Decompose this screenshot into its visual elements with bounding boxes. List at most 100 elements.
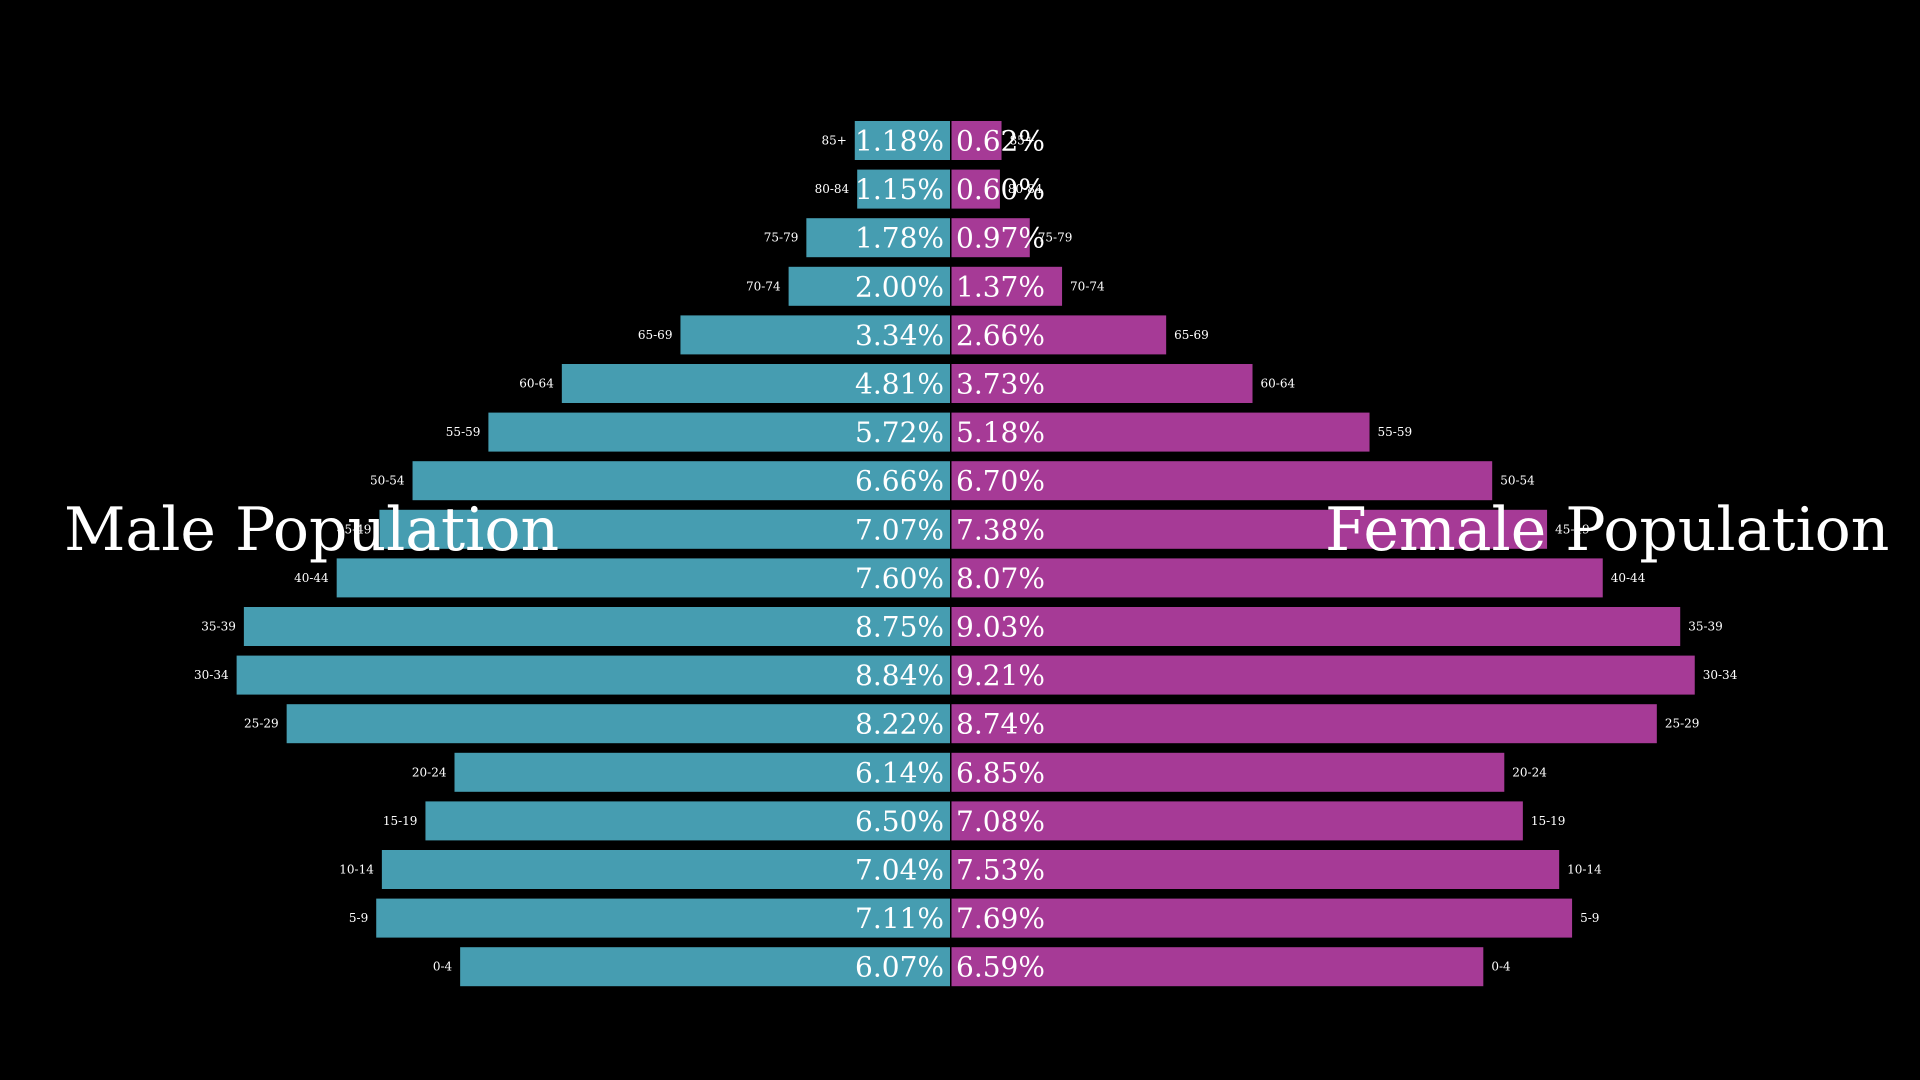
- female-age-label: 0-4: [1491, 960, 1511, 974]
- male-age-label: 15-19: [383, 814, 418, 828]
- male-value-label: 8.75%: [855, 611, 944, 644]
- male-bar-85plus: [854, 121, 950, 160]
- female-bar-65-69: [951, 315, 1167, 355]
- male-bar-50-54: [412, 461, 951, 501]
- female-value-label: 8.74%: [956, 708, 1045, 741]
- female-bar-55-59: [951, 412, 1370, 452]
- male-value-label: 7.04%: [855, 854, 944, 887]
- male-bar-40-44: [336, 558, 950, 598]
- male-age-label: 5-9: [349, 911, 368, 925]
- male-age-label: 80-84: [815, 182, 850, 196]
- male-age-label: 35-39: [201, 620, 236, 634]
- female-age-label: 50-54: [1500, 474, 1535, 488]
- female-value-label: 9.03%: [956, 611, 1045, 644]
- female-age-label: 80-84: [1008, 182, 1043, 196]
- male-value-label: 6.14%: [855, 756, 944, 789]
- female-bar-15-19: [951, 801, 1523, 841]
- male-age-label: 20-24: [412, 765, 447, 779]
- male-age-label: 50-54: [370, 474, 405, 488]
- female-value-label: 3.73%: [956, 368, 1045, 401]
- male-bar-10-14: [381, 850, 950, 889]
- male-value-label: 6.07%: [855, 951, 944, 984]
- female-value-label: 9.21%: [956, 659, 1045, 692]
- male-bar-30-34: [236, 655, 950, 695]
- male-age-label: 85+: [821, 134, 846, 148]
- female-bar-70-74: [951, 266, 1063, 306]
- female-value-label: 1.37%: [956, 270, 1045, 303]
- male-bar-25-29: [286, 704, 950, 744]
- female-bar-0-4: [951, 947, 1484, 987]
- male-age-label: 45-49: [337, 522, 372, 536]
- female-age-label: 20-24: [1512, 765, 1547, 779]
- male-age-label: 55-59: [446, 425, 481, 439]
- male-value-label: 7.07%: [855, 513, 944, 546]
- male-bar-65-69: [680, 315, 950, 355]
- male-bar-20-24: [454, 752, 950, 792]
- female-bar-30-34: [951, 655, 1695, 695]
- female-age-label: 70-74: [1070, 279, 1105, 293]
- female-bar-75-79: [951, 218, 1030, 258]
- female-value-label: 0.62%: [956, 125, 1045, 158]
- male-value-label: 7.60%: [855, 562, 944, 595]
- male-bar-60-64: [561, 364, 950, 403]
- female-value-label: 7.08%: [956, 805, 1045, 838]
- female-age-label: 55-59: [1378, 425, 1413, 439]
- male-value-label: 2.00%: [855, 270, 944, 303]
- female-value-label: 7.38%: [956, 513, 1045, 546]
- female-age-label: 30-34: [1703, 668, 1738, 682]
- female-age-label: 15-19: [1531, 814, 1566, 828]
- female-age-label: 60-64: [1261, 377, 1296, 391]
- male-age-label: 65-69: [638, 328, 673, 342]
- male-age-label: 75-79: [764, 231, 799, 245]
- male-bar-5-9: [376, 898, 950, 938]
- female-bar-45-49: [951, 509, 1548, 549]
- female-bar-50-54: [951, 461, 1493, 501]
- male-value-label: 3.34%: [855, 319, 944, 352]
- female-value-label: 0.97%: [956, 222, 1045, 255]
- male-bar-0-4: [460, 947, 950, 987]
- female-age-label: 40-44: [1611, 571, 1646, 585]
- male-age-label: 25-29: [244, 717, 279, 731]
- male-value-label: 1.18%: [855, 125, 944, 158]
- female-age-label: 35-39: [1688, 620, 1723, 634]
- female-bar-5-9: [951, 898, 1573, 938]
- male-age-label: 60-64: [519, 377, 554, 391]
- male-value-label: 1.78%: [855, 222, 944, 255]
- male-bar-70-74: [788, 266, 950, 306]
- female-age-label: 45-49: [1555, 522, 1590, 536]
- female-bar-40-44: [951, 558, 1603, 598]
- male-value-label: 8.84%: [855, 659, 944, 692]
- male-value-label: 8.22%: [855, 708, 944, 741]
- male-age-label: 0-4: [433, 960, 453, 974]
- female-age-label: 25-29: [1665, 717, 1700, 731]
- female-bar-80-84: [951, 169, 1000, 209]
- male-population-title: Male Population: [64, 495, 560, 565]
- male-bar-75-79: [806, 218, 950, 258]
- female-value-label: 6.70%: [956, 465, 1045, 498]
- male-value-label: 4.81%: [855, 368, 944, 401]
- female-age-label: 10-14: [1567, 863, 1602, 877]
- male-bar-35-39: [243, 607, 950, 646]
- female-bar-10-14: [951, 850, 1560, 889]
- female-bar-85plus: [951, 121, 1002, 160]
- female-bar-35-39: [951, 607, 1681, 646]
- female-value-label: 6.85%: [956, 756, 1045, 789]
- female-value-label: 8.07%: [956, 562, 1045, 595]
- female-value-label: 2.66%: [956, 319, 1045, 352]
- female-bar-25-29: [951, 704, 1657, 744]
- female-age-label: 85+: [1010, 134, 1035, 148]
- female-bar-20-24: [951, 752, 1505, 792]
- male-bar-15-19: [425, 801, 950, 841]
- female-value-label: 7.53%: [956, 854, 1045, 887]
- male-bar-80-84: [857, 169, 950, 209]
- male-value-label: 7.11%: [855, 902, 944, 935]
- male-age-label: 70-74: [746, 279, 781, 293]
- male-value-label: 5.72%: [855, 416, 944, 449]
- female-age-label: 65-69: [1174, 328, 1209, 342]
- female-bar-60-64: [951, 364, 1253, 403]
- male-bar-45-49: [379, 509, 950, 549]
- female-age-label: 75-79: [1038, 231, 1073, 245]
- female-age-label: 5-9: [1580, 911, 1599, 925]
- female-population-title: Female Population: [1325, 495, 1890, 565]
